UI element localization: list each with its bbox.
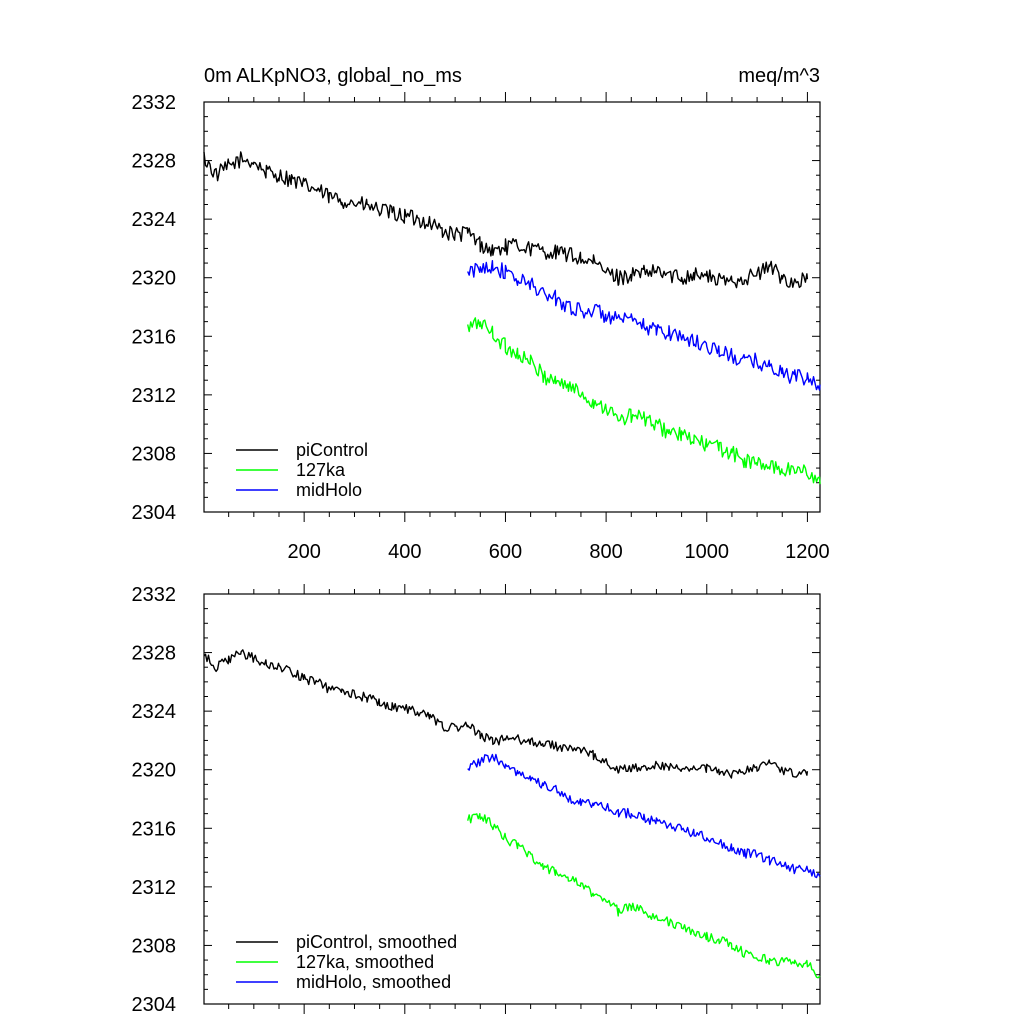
top-ytick-label: 2320 <box>132 268 177 290</box>
top-series-line-0 <box>203 151 809 289</box>
top-xtick-label: 800 <box>589 541 622 563</box>
top-legend-label-1: 127ka <box>296 460 346 480</box>
top-ytick-label: 2308 <box>132 443 177 465</box>
bottom-series-line-2 <box>467 753 821 879</box>
top-ytick-label: 2304 <box>132 502 177 524</box>
top-title-right: meq/m^3 <box>738 65 820 87</box>
top-y-tick-labels: 2304 2308 2312 2316 2320 2324 2328 2332 <box>132 92 177 524</box>
bottom-series <box>203 649 821 979</box>
top-ytick-label: 2316 <box>132 326 177 348</box>
top-legend-label-2: midHolo <box>296 480 362 500</box>
top-series <box>203 151 821 485</box>
bottom-legend-label-1: 127ka, smoothed <box>296 952 434 972</box>
bottom-ytick-label: 2324 <box>132 701 177 723</box>
bottom-y-tick-labels: 2304 2308 2312 2316 2320 2324 2328 2332 <box>132 584 177 1016</box>
top-series-line-2 <box>467 260 821 391</box>
top-title-left: 0m ALKpNO3, global_no_ms <box>204 65 462 87</box>
bottom-ytick-label: 2332 <box>132 584 177 606</box>
top-x-tick-labels: 200 400 600 800 1000 1200 <box>287 541 829 563</box>
bottom-ytick-label: 2320 <box>132 760 177 782</box>
bottom-ytick-label: 2308 <box>132 935 177 957</box>
top-series-line-1 <box>467 317 821 485</box>
bottom-series-line-0 <box>203 649 809 779</box>
bottom-legend-label-2: midHolo, smoothed <box>296 972 451 992</box>
bottom-series-line-1 <box>467 813 821 979</box>
top-ytick-label: 2332 <box>132 92 177 114</box>
bottom-panel: 2304 2308 2312 2316 2320 2324 2328 2332 piContr… <box>132 584 821 1016</box>
top-xtick-label: 1000 <box>685 541 730 563</box>
top-xtick-label: 1200 <box>785 541 830 563</box>
bottom-ytick-label: 2316 <box>132 818 177 840</box>
top-xtick-label: 400 <box>388 541 421 563</box>
bottom-ytick-label: 2312 <box>132 877 177 899</box>
top-panel: 0m ALKpNO3, global_no_ms meq/m^3 2304230… <box>132 65 830 563</box>
bottom-legend-label-0: piControl, smoothed <box>296 932 457 952</box>
top-ytick-label: 2324 <box>132 209 177 231</box>
top-ticks <box>204 92 820 522</box>
top-legend-label-0: piControl <box>296 440 368 460</box>
top-xtick-label: 600 <box>489 541 522 563</box>
top-xtick-label: 200 <box>287 541 320 563</box>
bottom-ticks <box>204 584 820 1014</box>
bottom-ytick-label: 2328 <box>132 643 177 665</box>
bottom-ytick-label: 2304 <box>132 994 177 1016</box>
top-ytick-label: 2312 <box>132 385 177 407</box>
top-ytick-label: 2328 <box>132 151 177 173</box>
